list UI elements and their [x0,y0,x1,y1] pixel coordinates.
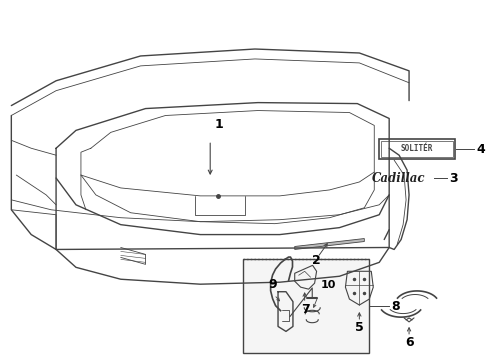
Text: 10: 10 [320,280,336,290]
Polygon shape [294,239,365,249]
Bar [381,141,453,157]
Bar [243,258,369,353]
Text: 7: 7 [301,303,309,316]
Text: 8: 8 [391,300,400,313]
Text: 4: 4 [476,143,485,156]
Text: 1: 1 [214,118,223,131]
Text: Cadillac: Cadillac [372,171,426,185]
Text: SOLITÉR: SOLITÉR [400,144,433,153]
Text: 3: 3 [449,172,458,185]
Text: 6: 6 [405,336,414,349]
Text: 2: 2 [312,255,320,267]
Text: 5: 5 [355,321,364,334]
Bar [379,139,455,158]
Text: 9: 9 [268,278,277,291]
